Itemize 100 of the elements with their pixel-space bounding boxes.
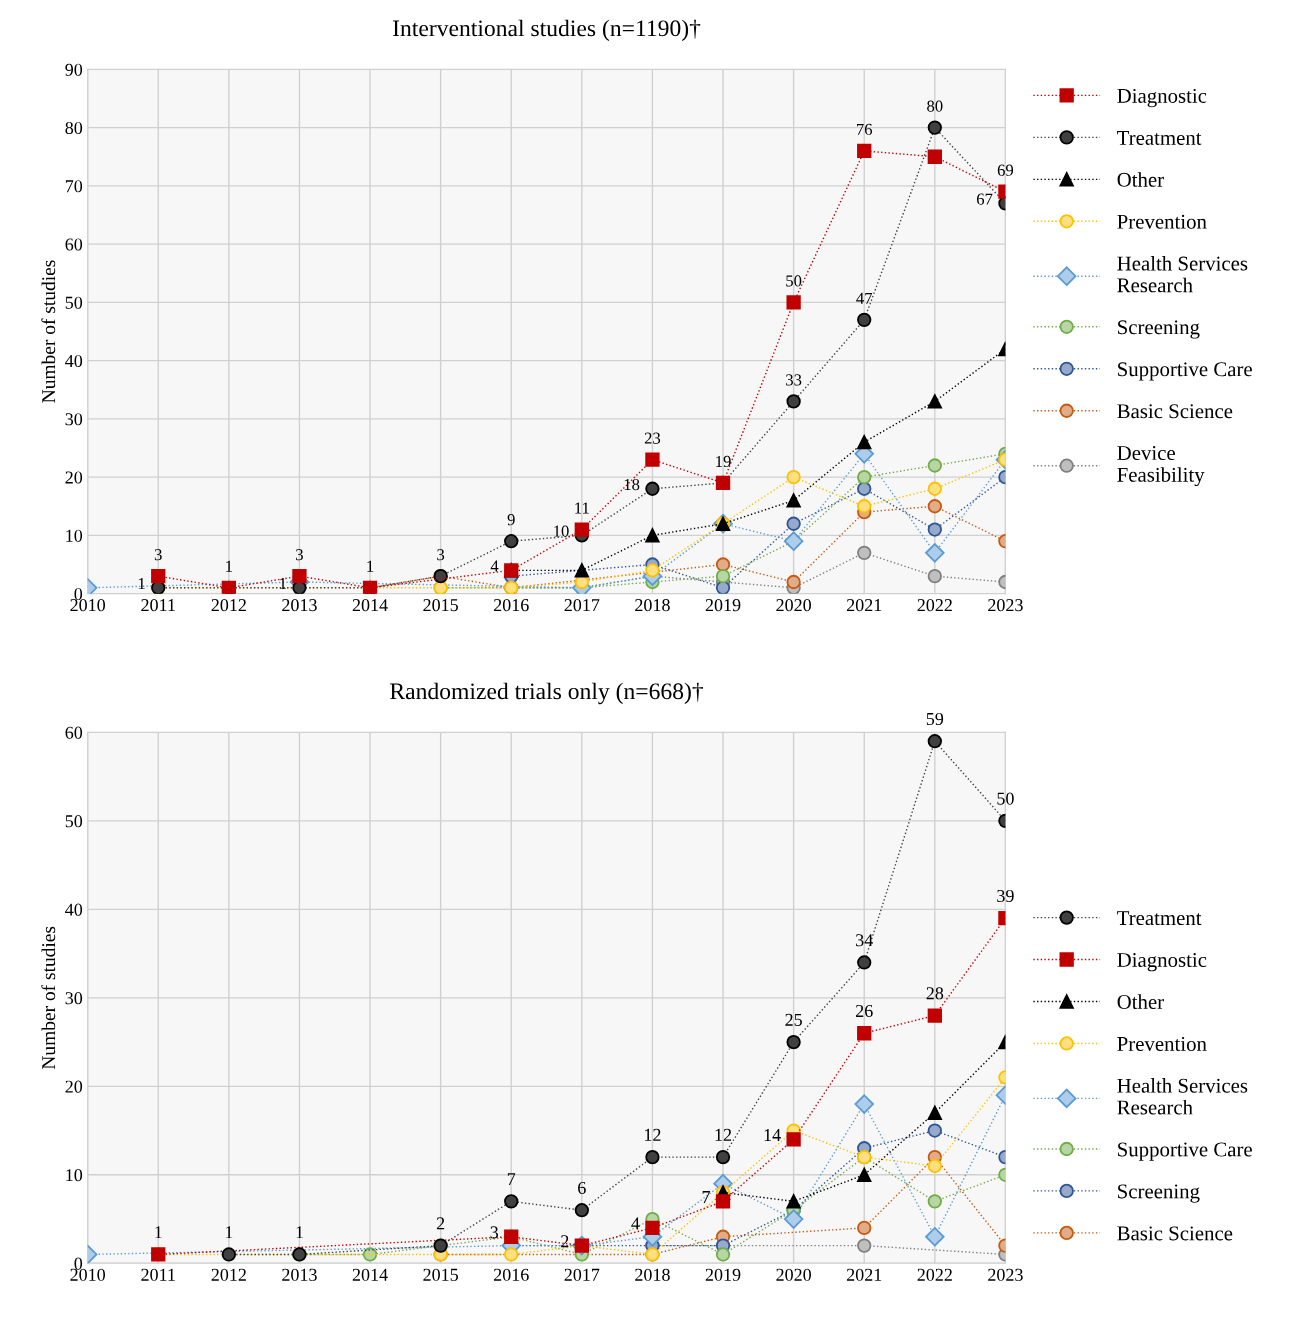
y-tick-label: 80 bbox=[65, 121, 83, 135]
data-label: 1 bbox=[226, 560, 233, 572]
x-tick-label: 2013 bbox=[282, 1268, 317, 1281]
y-axis-title: Number of studies bbox=[41, 260, 56, 403]
data-label: 59 bbox=[926, 712, 944, 726]
data-label: 34 bbox=[856, 934, 873, 947]
chart-title: Interventional studies (n=1190)† bbox=[392, 19, 701, 42]
x-tick-label: 2023 bbox=[988, 1268, 1023, 1281]
legend-label: Diagnostic bbox=[1117, 953, 1207, 972]
data-label: 50 bbox=[786, 275, 802, 287]
x-tick-label: 2021 bbox=[846, 599, 882, 612]
data-label: 10 bbox=[554, 525, 569, 537]
x-tick-label: 2014 bbox=[352, 599, 388, 612]
data-label: 14 bbox=[764, 1129, 781, 1141]
y-tick-label: 90 bbox=[65, 63, 83, 76]
x-tick-label: 2022 bbox=[917, 1268, 952, 1281]
data-label: 47 bbox=[856, 292, 873, 304]
data-label: 3 bbox=[437, 549, 445, 561]
data-label: 25 bbox=[785, 1013, 802, 1026]
data-label: 1 bbox=[296, 1226, 303, 1239]
data-label: 3 bbox=[490, 1226, 499, 1239]
legend-label: Basic Science bbox=[1117, 1226, 1233, 1241]
data-label: 7 bbox=[507, 1173, 516, 1186]
data-label: 80 bbox=[927, 100, 943, 112]
x-tick-label: 2011 bbox=[141, 599, 175, 612]
y-tick-label: 20 bbox=[65, 471, 83, 484]
data-label: 1 bbox=[367, 560, 374, 572]
data-label: 19 bbox=[716, 455, 731, 468]
chart-title: Randomized trials only (n=668)† bbox=[390, 682, 703, 705]
x-tick-label: 2020 bbox=[776, 1268, 811, 1281]
x-tick-label: 2017 bbox=[564, 1268, 600, 1281]
data-label: 4 bbox=[631, 1217, 640, 1230]
legend-label: Screening bbox=[1118, 1184, 1200, 1203]
x-tick-label: 2019 bbox=[705, 599, 741, 612]
x-tick-label: 2017 bbox=[564, 599, 600, 612]
data-label: 67 bbox=[976, 193, 993, 205]
x-tick-label: 2012 bbox=[211, 1268, 246, 1281]
data-label: 9 bbox=[507, 514, 515, 526]
x-tick-label: 2012 bbox=[211, 599, 246, 612]
legend-label: Prevention bbox=[1117, 214, 1207, 229]
y-axis-title: Number of studies bbox=[41, 926, 56, 1070]
data-label: 3 bbox=[296, 549, 303, 561]
x-tick-label: 2023 bbox=[988, 599, 1023, 612]
legend-label: Other bbox=[1117, 994, 1164, 1010]
y-tick-label: 30 bbox=[65, 992, 83, 1005]
legend-label: Supportive Care bbox=[1118, 1142, 1252, 1161]
x-tick-label: 2021 bbox=[846, 1268, 882, 1281]
y-tick-label: 50 bbox=[65, 815, 83, 828]
x-tick-label: 2014 bbox=[352, 1268, 388, 1281]
data-label: 2 bbox=[561, 1235, 569, 1248]
legend-label: Device Feasibility bbox=[1117, 446, 1205, 487]
y-tick-label: 40 bbox=[65, 903, 83, 916]
data-label: 33 bbox=[786, 374, 802, 386]
data-label: 18 bbox=[624, 478, 640, 491]
data-label: 12 bbox=[644, 1128, 661, 1141]
data-label: 28 bbox=[926, 987, 944, 1000]
data-label: 76 bbox=[856, 123, 873, 136]
x-tick-label: 2010 bbox=[70, 1268, 106, 1281]
legend-label: Diagnostic bbox=[1117, 88, 1207, 108]
data-label: 1 bbox=[155, 1226, 162, 1239]
y-tick-label: 60 bbox=[65, 726, 83, 739]
data-label: 12 bbox=[715, 1128, 732, 1141]
x-tick-label: 2018 bbox=[635, 1268, 670, 1281]
data-label: 26 bbox=[855, 1004, 873, 1018]
data-label: 1 bbox=[225, 1226, 233, 1239]
x-tick-label: 2015 bbox=[423, 1268, 458, 1281]
data-label: 39 bbox=[997, 889, 1014, 903]
data-label: 1 bbox=[138, 578, 145, 590]
legend-label: Health Services Research bbox=[1117, 255, 1248, 293]
legend-label: Treatment bbox=[1117, 911, 1202, 926]
data-label: 7 bbox=[702, 1191, 711, 1203]
data-label: 1 bbox=[280, 578, 286, 590]
y-tick-label: 20 bbox=[65, 1080, 83, 1093]
x-tick-label: 2018 bbox=[635, 599, 670, 612]
legend-label: Health Services Research bbox=[1117, 1078, 1248, 1115]
x-tick-label: 2011 bbox=[141, 1268, 175, 1281]
y-tick-label: 30 bbox=[65, 413, 83, 426]
data-label: 50 bbox=[997, 792, 1014, 805]
x-tick-label: 2016 bbox=[493, 599, 529, 612]
x-tick-label: 2020 bbox=[776, 599, 811, 612]
y-tick-label: 10 bbox=[66, 1169, 83, 1182]
data-label: 4 bbox=[490, 560, 499, 572]
legend-label: Other bbox=[1117, 172, 1164, 187]
y-tick-label: 10 bbox=[66, 529, 83, 542]
data-label: 6 bbox=[578, 1181, 586, 1195]
x-tick-label: 2013 bbox=[282, 599, 317, 612]
data-label: 23 bbox=[644, 432, 661, 444]
y-tick-label: 50 bbox=[65, 296, 83, 309]
data-label: 11 bbox=[575, 502, 589, 514]
legend-label: Supportive Care bbox=[1118, 362, 1252, 381]
x-tick-label: 2019 bbox=[705, 1268, 741, 1281]
y-tick-label: 40 bbox=[65, 354, 83, 368]
y-tick-label: 0 bbox=[74, 1257, 83, 1270]
data-label: 3 bbox=[154, 549, 162, 561]
legend-label: Screening bbox=[1118, 320, 1200, 339]
y-tick-label: 60 bbox=[65, 238, 83, 251]
x-tick-label: 2022 bbox=[917, 599, 952, 612]
x-tick-label: 2010 bbox=[70, 599, 106, 612]
legend-label: Prevention bbox=[1117, 1036, 1207, 1051]
data-label: 69 bbox=[997, 164, 1014, 176]
